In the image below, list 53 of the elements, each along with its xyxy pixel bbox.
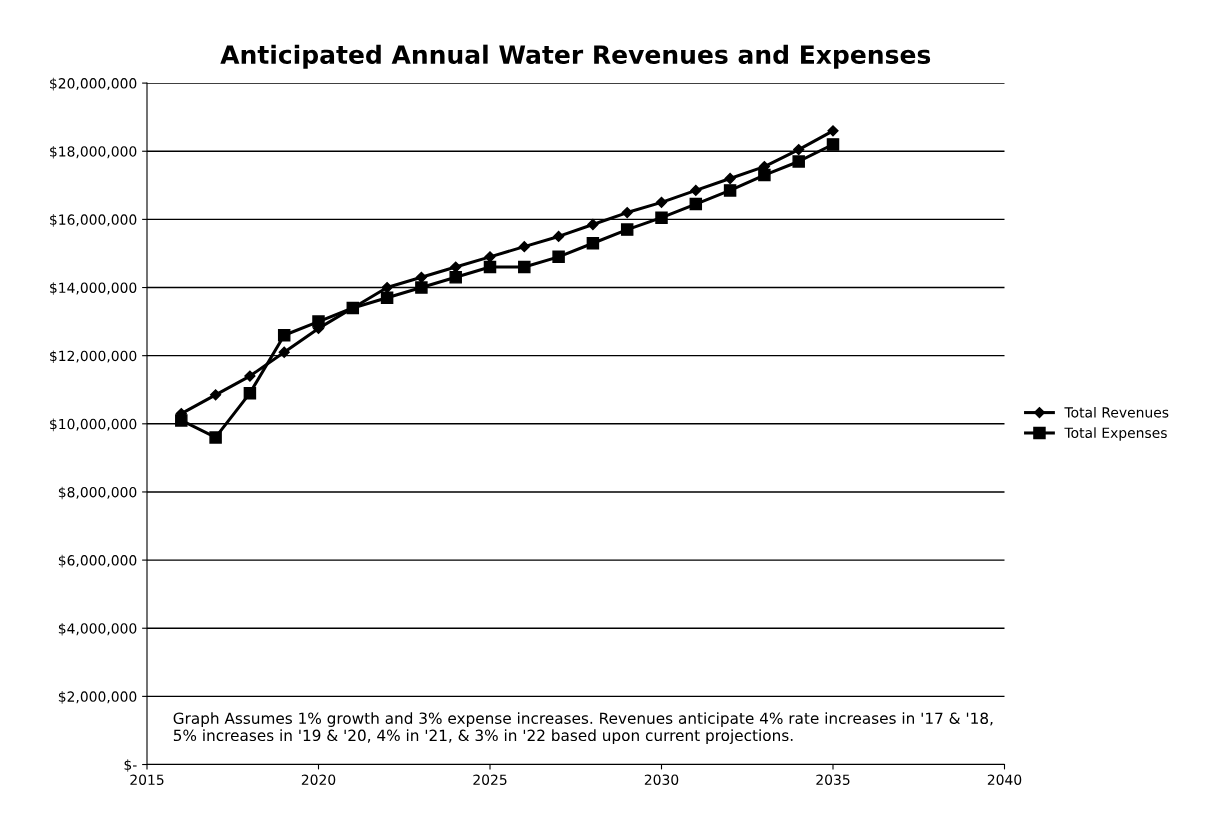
point (483, 260, 497, 274)
point (826, 138, 840, 151)
point (278, 346, 290, 358)
point (690, 184, 702, 197)
chart-title: Anticipated Annual Water Revenues and Expenses (220, 44, 931, 69)
annotation: Graph Assumes 1% growth and 3% expense increases. Revenues anticipate 4% rate increases in '17 & '18, 5% increases in '19 & '20, 4% in '21, & 3% in '22 based upon current projections. (173, 712, 993, 745)
y-tick-label: $18,000,000 (50, 145, 137, 159)
y-tick-label: $6,000,000 (58, 554, 137, 568)
point (243, 386, 257, 400)
x-tick-label: 2015 (130, 774, 164, 785)
y-tick-label: $8,000,000 (58, 486, 137, 500)
x-tick-label: 2020 (301, 774, 336, 785)
point (724, 172, 736, 185)
point (621, 206, 633, 219)
point (449, 271, 462, 284)
point (758, 168, 771, 182)
point (552, 250, 565, 264)
point (655, 196, 668, 208)
point (586, 236, 600, 250)
y-tick-label: $- (124, 759, 137, 772)
y-tick-label: $4,000,000 (58, 622, 137, 636)
point (518, 241, 530, 253)
point (244, 370, 256, 382)
point (620, 223, 634, 236)
point (552, 230, 565, 243)
x-tick-label: 2030 (644, 774, 679, 785)
x-tick-label: 2025 (473, 774, 507, 785)
point (793, 143, 805, 156)
point (415, 281, 428, 294)
point (518, 260, 531, 274)
y-tick-label: $2,000,000 (58, 691, 137, 704)
legend-label: Total Revenues (1064, 406, 1169, 418)
point (175, 414, 188, 427)
point (792, 155, 805, 168)
point (415, 271, 428, 283)
point (587, 218, 599, 231)
y-tick-label: $20,000,000 (50, 77, 137, 91)
x-tick-label: 2035 (816, 774, 850, 785)
point (827, 125, 839, 137)
x-tick-label: 2040 (987, 774, 1022, 785)
point (689, 197, 703, 211)
y-tick-label: $12,000,000 (50, 350, 137, 363)
point (312, 315, 325, 328)
point (209, 389, 222, 401)
y-tick-label: $10,000,000 (50, 418, 137, 432)
y-tick-label: $14,000,000 (50, 282, 137, 295)
point (209, 431, 222, 444)
point (723, 184, 737, 197)
point (655, 211, 668, 224)
legend-label: Total Expenses (1064, 427, 1167, 441)
point (380, 291, 394, 304)
y-tick-label: $16,000,000 (50, 214, 137, 227)
point (277, 328, 291, 342)
